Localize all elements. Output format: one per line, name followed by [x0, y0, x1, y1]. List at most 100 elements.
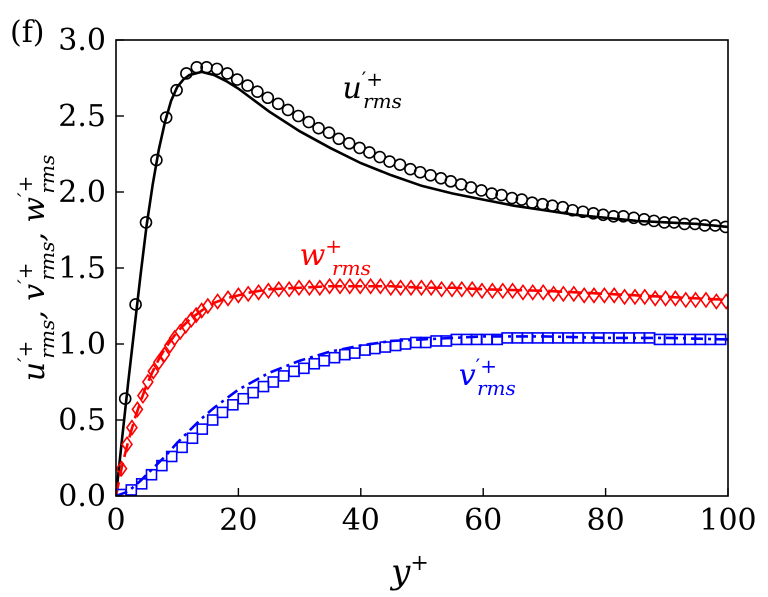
- data-point-v_rms: [664, 333, 676, 346]
- data-point-u_rms: [180, 67, 193, 80]
- data-point-w_rms: [334, 277, 346, 295]
- data-point-u_rms: [322, 126, 336, 140]
- data-point-w_rms: [557, 285, 570, 303]
- data-point-v_rms: [511, 332, 524, 344]
- data-point-u_rms: [118, 392, 132, 406]
- data-point-w_rms: [710, 293, 723, 310]
- data-point-u_rms: [139, 216, 153, 229]
- data-point-w_rms: [669, 290, 682, 307]
- data-point-u_rms: [393, 158, 407, 171]
- data-point-v_rms: [247, 386, 259, 399]
- data-point-u_rms: [150, 153, 163, 167]
- series-label-base: w: [300, 238, 326, 273]
- data-point-u_rms: [505, 191, 519, 205]
- data-point-u_rms: [475, 184, 488, 197]
- data-point-u_rms: [637, 213, 651, 226]
- data-point-w_rms: [435, 280, 448, 298]
- data-point-v_rms: [328, 351, 341, 364]
- data-point-u_rms: [292, 109, 305, 123]
- data-point-u_rms: [241, 79, 254, 92]
- data-point-u_rms: [485, 187, 499, 200]
- series-label-sup: ′+: [362, 67, 383, 91]
- data-point-w_rms: [272, 280, 285, 298]
- data-point-v_rms: [227, 398, 239, 411]
- data-point-u_rms: [342, 137, 356, 150]
- data-point-v_rms: [714, 333, 727, 346]
- x-axis-title-sup: +: [410, 551, 428, 576]
- data-point-w_rms: [425, 279, 438, 297]
- annotation-layer: u′+ rms w+ rms v′+ rms: [300, 67, 516, 400]
- data-point-u_rms: [332, 132, 346, 146]
- y-tick-label: 0.5: [58, 403, 106, 438]
- series-label-u_rms: u′+ rms: [342, 67, 401, 113]
- data-point-v_rms: [206, 414, 219, 426]
- data-point-u_rms: [587, 206, 600, 220]
- data-point-w_rms: [608, 286, 621, 304]
- data-point-w_rms: [185, 311, 198, 329]
- y-axis-title-sub: rms: [35, 320, 59, 359]
- data-point-u_rms: [312, 121, 325, 135]
- data-point-w_rms: [649, 290, 662, 307]
- data-point-w_rms: [567, 285, 580, 303]
- data-point-w_rms: [293, 279, 305, 297]
- data-point-v_rms: [348, 347, 361, 359]
- y-axis-title-sup: ′+: [13, 176, 37, 197]
- y-axis-title-sep: ,: [17, 301, 52, 320]
- data-point-w_rms: [486, 282, 499, 300]
- data-point-w_rms: [496, 282, 509, 300]
- series-label-v_rms: v′+ rms: [459, 354, 516, 400]
- data-point-v_rms: [156, 459, 168, 472]
- data-point-w_rms: [158, 346, 171, 364]
- data-point-w_rms: [222, 290, 234, 307]
- data-point-v_rms: [145, 468, 158, 481]
- y-axis-title-base: v: [17, 284, 52, 301]
- y-axis-title-sup: ′+: [13, 341, 37, 362]
- data-point-w_rms: [242, 285, 255, 303]
- data-point-v_rms: [339, 348, 351, 361]
- y-tick-label: 2.5: [58, 99, 106, 134]
- series-u_rms: [116, 61, 728, 496]
- x-tick-label: 60: [464, 503, 502, 538]
- data-point-u_rms: [129, 298, 142, 311]
- data-point-v_rms: [552, 332, 564, 344]
- data-point-u_rms: [383, 155, 396, 168]
- data-point-v_rms: [308, 357, 321, 370]
- x-tick-label: 40: [342, 503, 380, 538]
- data-point-v_rms: [430, 335, 442, 347]
- x-axis: 0 20 40 60 80 100: [106, 488, 757, 538]
- data-point-w_rms: [252, 283, 265, 301]
- y-axis-title-base: u: [17, 362, 52, 381]
- data-point-w_rms: [141, 373, 154, 391]
- data-point-w_rms: [516, 283, 529, 301]
- y-tick-label: 1.0: [58, 327, 106, 362]
- data-point-u_rms: [221, 67, 234, 80]
- data-point-u_rms: [413, 165, 427, 179]
- data-point-u_rms: [159, 111, 173, 124]
- data-point-u_rms: [261, 91, 275, 105]
- series-label-base: v: [459, 358, 476, 393]
- series-label-w_rms: w+ rms: [300, 234, 371, 280]
- data-point-u_rms: [464, 181, 478, 194]
- data-point-u_rms: [190, 61, 204, 74]
- data-point-u_rms: [658, 216, 671, 229]
- y-axis-title-sub: rms: [35, 155, 59, 194]
- y-tick-label: 1.5: [58, 251, 106, 286]
- data-point-v_rms: [521, 332, 534, 344]
- data-point-v_rms: [318, 354, 330, 367]
- data-point-u_rms: [210, 62, 224, 76]
- data-point-v_rms: [501, 332, 513, 344]
- data-point-u_rms: [230, 73, 244, 86]
- x-tick-label: 80: [587, 503, 625, 538]
- data-point-w_rms: [121, 435, 133, 453]
- data-point-w_rms: [537, 283, 550, 301]
- data-point-w_rms: [125, 419, 138, 436]
- series-line-w_rms: [116, 284, 728, 496]
- series-label-base: u: [342, 71, 361, 106]
- data-point-w_rms: [136, 387, 149, 405]
- data-point-w_rms: [455, 280, 468, 298]
- y-axis-title-sep: ,: [17, 223, 52, 242]
- data-point-v_rms: [542, 332, 554, 344]
- data-point-w_rms: [343, 277, 356, 295]
- data-point-v_rms: [531, 332, 544, 344]
